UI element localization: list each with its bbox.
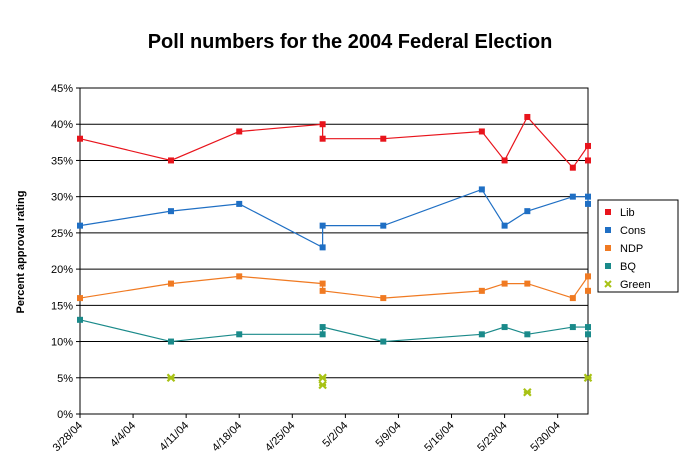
x-tick-label: 3/28/04 — [51, 420, 85, 454]
point — [524, 280, 531, 287]
point — [585, 157, 591, 164]
point — [524, 331, 531, 338]
point — [478, 287, 485, 294]
legend-label: NDP — [620, 243, 643, 255]
legend-marker — [605, 263, 611, 269]
x-tick-label: 4/4/04 — [108, 420, 138, 450]
point — [501, 324, 508, 331]
point — [166, 373, 176, 383]
point — [380, 222, 387, 229]
legend-marker — [604, 280, 612, 288]
point — [236, 128, 243, 135]
point — [585, 193, 591, 200]
y-tick-label: 25% — [51, 228, 73, 240]
point — [77, 295, 83, 302]
point — [523, 387, 532, 397]
x-tick-label: 4/11/04 — [157, 420, 191, 454]
point — [583, 373, 593, 383]
point — [569, 295, 576, 302]
point — [167, 157, 174, 164]
legend-marker — [605, 209, 611, 215]
series-line — [79, 319, 589, 343]
x-tick-label: 5/23/04 — [475, 420, 509, 454]
point — [585, 200, 591, 207]
x-tick-label: 4/25/04 — [263, 420, 297, 454]
y-tick-label: 35% — [51, 155, 73, 167]
y-tick-label: 45% — [51, 83, 73, 95]
point — [77, 135, 83, 142]
point — [236, 331, 243, 338]
point — [319, 222, 326, 229]
series-line — [79, 115, 589, 169]
legend-marker — [605, 227, 611, 233]
point — [585, 324, 591, 331]
y-tick-label: 5% — [57, 373, 73, 385]
point — [319, 244, 326, 251]
point — [501, 280, 508, 287]
point — [319, 280, 326, 287]
point — [585, 331, 591, 338]
point — [167, 338, 174, 345]
y-tick-label: 20% — [51, 264, 73, 276]
y-tick-label: 30% — [51, 192, 73, 204]
point — [77, 316, 83, 323]
point — [524, 113, 531, 120]
point — [236, 200, 243, 207]
point — [77, 222, 83, 229]
series-line — [79, 274, 589, 299]
point — [478, 186, 485, 193]
point — [318, 373, 327, 383]
legend-label: Green — [620, 279, 651, 291]
y-tick-label: 15% — [51, 300, 73, 312]
y-tick-label: 0% — [57, 409, 73, 421]
legend-label: Cons — [620, 225, 646, 237]
y-tick-label: 10% — [51, 337, 73, 349]
point — [569, 193, 576, 200]
point — [478, 128, 485, 135]
point — [167, 280, 174, 287]
point — [319, 121, 326, 128]
point — [569, 164, 576, 171]
point — [501, 222, 508, 229]
legend-label: BQ — [620, 261, 636, 273]
point — [319, 324, 326, 331]
series-line — [79, 188, 589, 249]
point — [585, 273, 591, 280]
y-tick-label: 40% — [51, 119, 73, 131]
legend-box — [597, 199, 679, 293]
x-tick-label: 5/9/04 — [373, 420, 403, 450]
point — [236, 273, 243, 280]
point — [167, 208, 174, 215]
point — [319, 331, 326, 338]
point — [380, 338, 387, 345]
point — [501, 157, 508, 164]
x-tick-label: 5/16/04 — [422, 420, 456, 454]
legend-marker — [605, 245, 611, 251]
legend-label: Lib — [620, 207, 635, 219]
x-tick-label: 5/30/04 — [528, 420, 562, 454]
chart-title: Poll numbers for the 2004 Federal Electi… — [148, 31, 553, 53]
point — [319, 135, 326, 142]
point — [585, 142, 591, 149]
point — [524, 208, 531, 215]
y-axis-label: Percent approval rating — [15, 191, 27, 314]
point — [585, 287, 591, 294]
point — [319, 287, 326, 294]
point — [380, 135, 387, 142]
plot-frame — [79, 87, 589, 415]
point — [569, 324, 576, 331]
point — [380, 295, 387, 302]
point — [478, 331, 485, 338]
x-tick-label: 5/2/04 — [320, 420, 350, 450]
x-tick-label: 4/18/04 — [210, 420, 244, 454]
point — [318, 380, 327, 390]
